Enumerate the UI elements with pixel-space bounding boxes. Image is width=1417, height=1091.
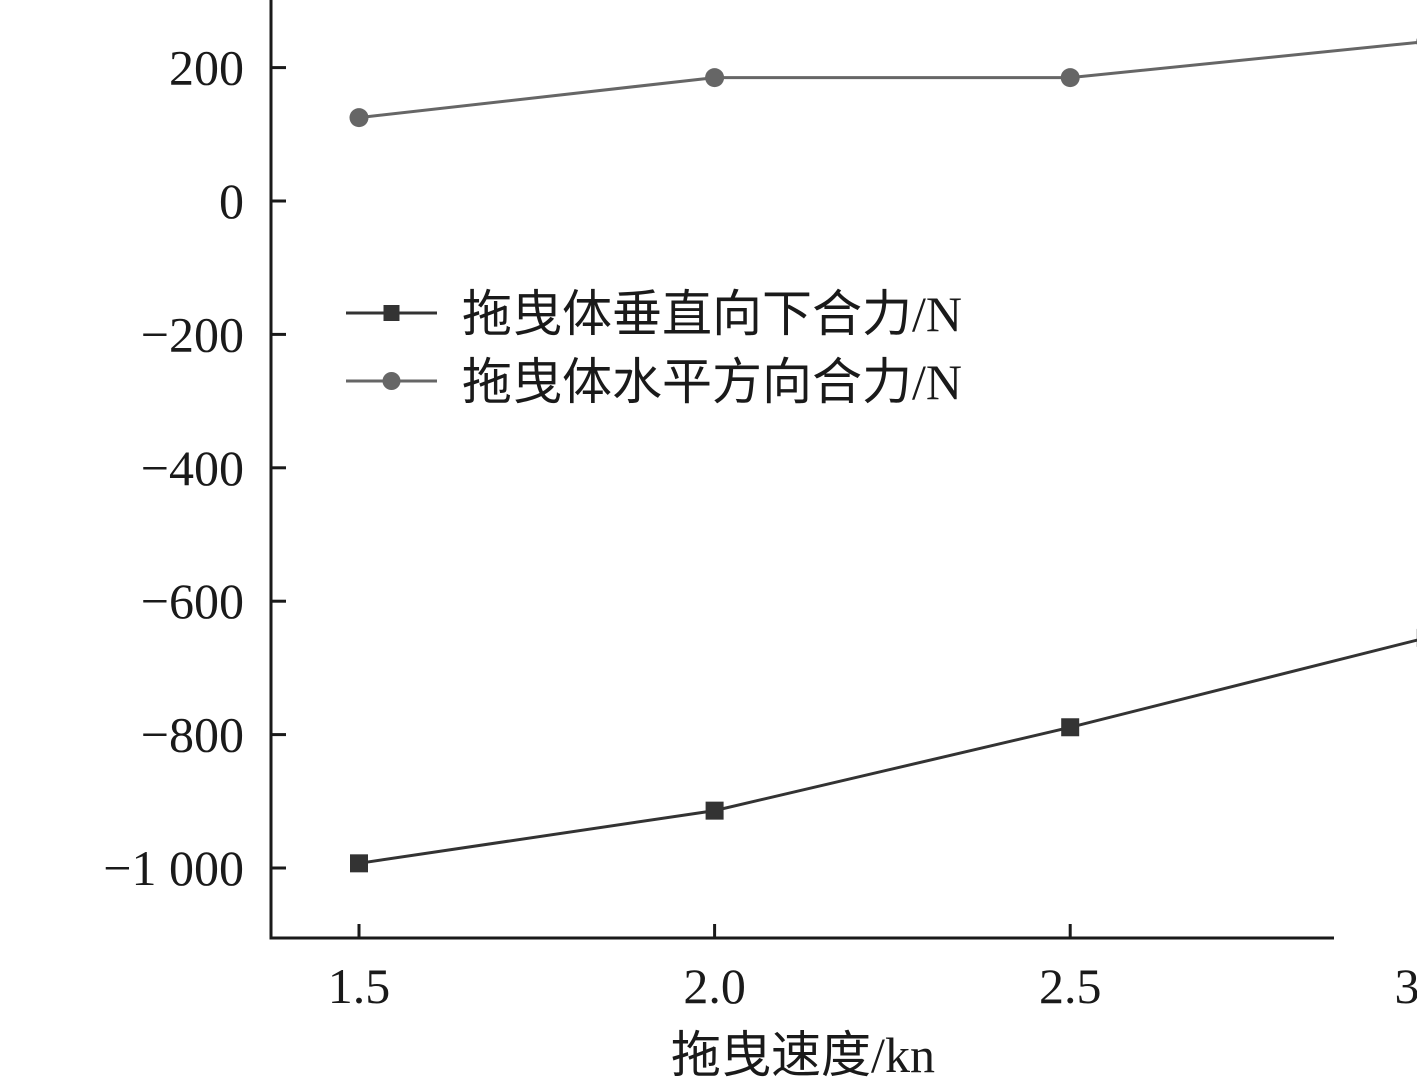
x-tick-label: 3.0	[1395, 958, 1417, 1014]
series-2	[349, 38, 1417, 128]
y-tick-label: −400	[141, 440, 244, 496]
y-tick-label: −600	[141, 573, 244, 629]
series-line	[358, 40, 1417, 120]
y-tick-label: −200	[141, 306, 244, 362]
y-tick-label: 200	[169, 40, 244, 96]
data-point-square	[705, 801, 724, 820]
y-tick-label: 0	[219, 173, 244, 229]
axes	[269, 0, 1334, 940]
series-layer	[349, 38, 1417, 873]
legend-label: 拖曳体水平方向合力/N	[462, 354, 962, 410]
x-tick-label: 2.5	[1039, 958, 1102, 1014]
x-tick-label: 1.5	[328, 958, 391, 1014]
x-axis-title: 拖曳速度/kn	[671, 1027, 935, 1083]
data-point-square	[350, 854, 368, 873]
data-point-circle	[349, 108, 369, 128]
x-tick-label: 2.0	[683, 958, 746, 1014]
legend-marker-square	[383, 305, 400, 321]
y-tick-label: −800	[141, 707, 244, 763]
y-ticks: 200 0 −200 −400 −600 −800 −1 000	[103, 40, 286, 896]
legend-marker-circle	[382, 372, 401, 390]
series-line	[358, 638, 1417, 865]
legend: 拖曳体垂直向下合力/N 拖曳体水平方向合力/N	[346, 286, 962, 410]
data-point-circle	[1060, 68, 1080, 88]
legend-label: 拖曳体垂直向下合力/N	[462, 286, 962, 342]
data-point-square	[1061, 718, 1080, 737]
series-1	[350, 628, 1417, 873]
data-point-circle	[705, 68, 725, 88]
y-tick-label: −1 000	[103, 840, 244, 896]
x-ticks: 1.52.02.53.03.54.0	[328, 924, 1417, 1014]
